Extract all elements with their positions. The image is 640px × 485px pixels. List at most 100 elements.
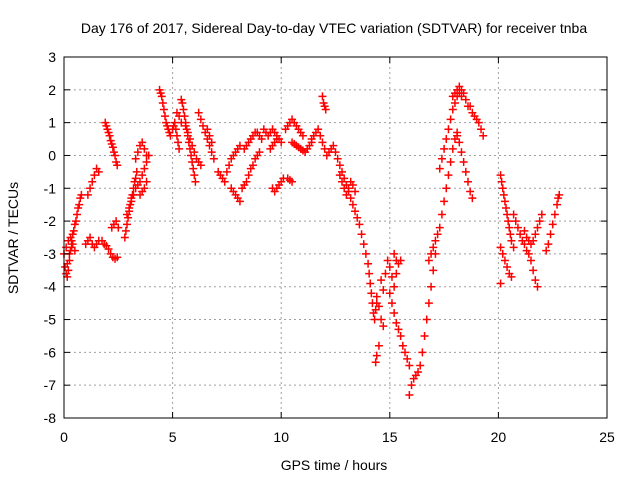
data-point — [209, 154, 218, 163]
data-point — [455, 138, 464, 147]
data-point — [114, 223, 123, 232]
data-point — [497, 177, 506, 186]
data-point — [185, 135, 194, 144]
data-point — [175, 144, 184, 153]
data-point — [553, 200, 562, 209]
data-point — [331, 148, 340, 157]
data-point — [348, 200, 357, 209]
x-tick-label: 20 — [491, 429, 507, 445]
data-point — [550, 210, 559, 219]
data-point — [222, 167, 231, 176]
data-point — [242, 177, 251, 186]
data-point — [466, 102, 475, 111]
data-point — [66, 233, 75, 242]
data-point — [190, 148, 199, 157]
data-point — [111, 151, 120, 160]
data-point — [159, 105, 168, 114]
x-tick-label: 25 — [599, 429, 615, 445]
data-point — [403, 354, 412, 363]
data-point — [502, 203, 511, 212]
data-point — [507, 236, 516, 245]
data-point — [83, 190, 92, 199]
data-point — [385, 289, 394, 298]
data-point — [104, 244, 113, 253]
data-point — [379, 286, 388, 295]
data-point — [392, 256, 401, 265]
data-point — [457, 92, 466, 101]
data-point — [511, 217, 520, 226]
data-point — [318, 92, 327, 101]
data-point — [433, 230, 442, 239]
y-tick-label: -2 — [44, 213, 57, 229]
data-point — [424, 256, 433, 265]
y-tick-label: -1 — [44, 180, 57, 196]
y-tick-label: 0 — [48, 147, 56, 163]
data-point — [157, 92, 166, 101]
data-point — [374, 302, 383, 311]
data-point — [542, 246, 551, 255]
data-point — [112, 217, 121, 226]
data-point — [357, 230, 366, 239]
data-point — [94, 167, 103, 176]
data-point — [131, 174, 140, 183]
data-point — [520, 226, 529, 235]
data-point — [424, 299, 433, 308]
data-point — [392, 318, 401, 327]
data-point — [244, 171, 253, 180]
data-point — [108, 143, 117, 152]
data-point — [64, 266, 73, 275]
data-point — [127, 197, 136, 206]
data-point — [367, 289, 376, 298]
data-point — [457, 148, 466, 157]
data-point — [390, 282, 399, 291]
data-point — [474, 118, 483, 127]
data-point — [371, 358, 380, 367]
data-point — [446, 158, 455, 167]
data-point — [468, 194, 477, 203]
data-point — [88, 177, 97, 186]
y-tick-label: -7 — [44, 377, 57, 393]
data-point — [387, 299, 396, 308]
data-point — [544, 240, 553, 249]
data-point — [455, 82, 464, 91]
data-point — [383, 256, 392, 265]
data-point — [444, 125, 453, 134]
data-point — [175, 112, 184, 121]
data-point — [140, 164, 149, 173]
plot-border — [63, 56, 608, 419]
data-point — [437, 210, 446, 219]
data-point — [503, 263, 512, 272]
data-point — [272, 135, 281, 144]
data-point — [496, 171, 505, 180]
data-point — [440, 197, 449, 206]
data-point — [506, 230, 515, 239]
data-point — [353, 213, 362, 222]
data-point — [555, 190, 564, 199]
data-point — [479, 131, 488, 140]
y-tick-label: -8 — [44, 410, 57, 426]
data-point — [355, 220, 364, 229]
data-point — [138, 171, 147, 180]
data-point — [466, 187, 475, 196]
data-point — [86, 184, 95, 193]
data-point — [429, 243, 438, 252]
data-point — [377, 315, 386, 324]
chart-title: Day 176 of 2017, Sidereal Day-to-day VTE… — [81, 20, 588, 36]
data-point — [248, 161, 257, 170]
data-point — [405, 361, 414, 370]
y-tick-label: -6 — [44, 344, 57, 360]
data-point — [372, 292, 381, 301]
data-point — [142, 177, 151, 186]
x-tick-label: 0 — [60, 429, 68, 445]
data-point — [235, 197, 244, 206]
data-point — [225, 161, 234, 170]
data-point — [181, 121, 190, 130]
y-tick-label: -4 — [44, 279, 57, 295]
data-point — [448, 144, 457, 153]
data-point — [504, 217, 513, 226]
data-point — [298, 131, 307, 140]
data-point — [401, 348, 410, 357]
data-point — [321, 105, 330, 114]
data-point — [496, 279, 505, 288]
